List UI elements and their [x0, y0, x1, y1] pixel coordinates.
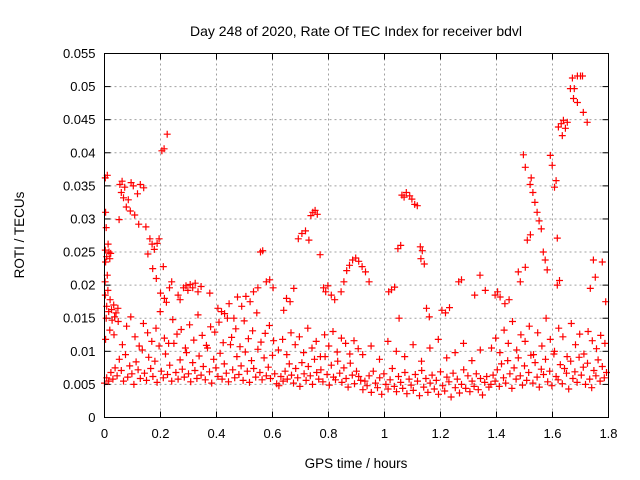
x-tick-label: 0.4 [207, 426, 225, 441]
x-tick-label: 1.6 [543, 426, 561, 441]
y-tick-label: 0.045 [63, 112, 96, 127]
y-tick-label: 0.055 [63, 46, 96, 61]
x-tick-label: 1.8 [599, 426, 617, 441]
plot-border [104, 53, 609, 418]
y-tick-label: 0.01 [70, 344, 95, 359]
y-tick-label: 0.04 [70, 145, 95, 160]
y-tick-label: 0.02 [70, 278, 95, 293]
y-tick-label: 0.025 [63, 245, 96, 260]
x-tick-label: 1.4 [487, 426, 505, 441]
chart-title: Day 248 of 2020, Rate Of TEC Index for r… [190, 23, 522, 39]
x-tick-label: 1 [381, 426, 388, 441]
x-tick-label: 0.2 [151, 426, 169, 441]
x-axis-label: GPS time / hours [305, 456, 408, 471]
x-tick-label: 0.6 [263, 426, 281, 441]
y-tick-label: 0.03 [70, 211, 95, 226]
x-tick-label: 0.8 [319, 426, 337, 441]
y-tick-label: 0.035 [63, 178, 96, 193]
y-tick-label: 0.005 [63, 377, 96, 392]
tick-labels: 0 0.2 0.4 0.6 0.8 1 1.2 1.4 1.6 1.8 0 0.005 0.01 0.01… [63, 46, 618, 441]
x-tick-label: 0 [101, 426, 108, 441]
y-tick-label: 0 [88, 410, 95, 425]
y-axis-label: ROTI / TECUs [12, 191, 27, 278]
y-tick-label: 0.05 [70, 79, 95, 94]
grid-lines [104, 53, 609, 418]
y-tick-label: 0.015 [63, 311, 96, 326]
x-tick-label: 1.2 [431, 426, 449, 441]
